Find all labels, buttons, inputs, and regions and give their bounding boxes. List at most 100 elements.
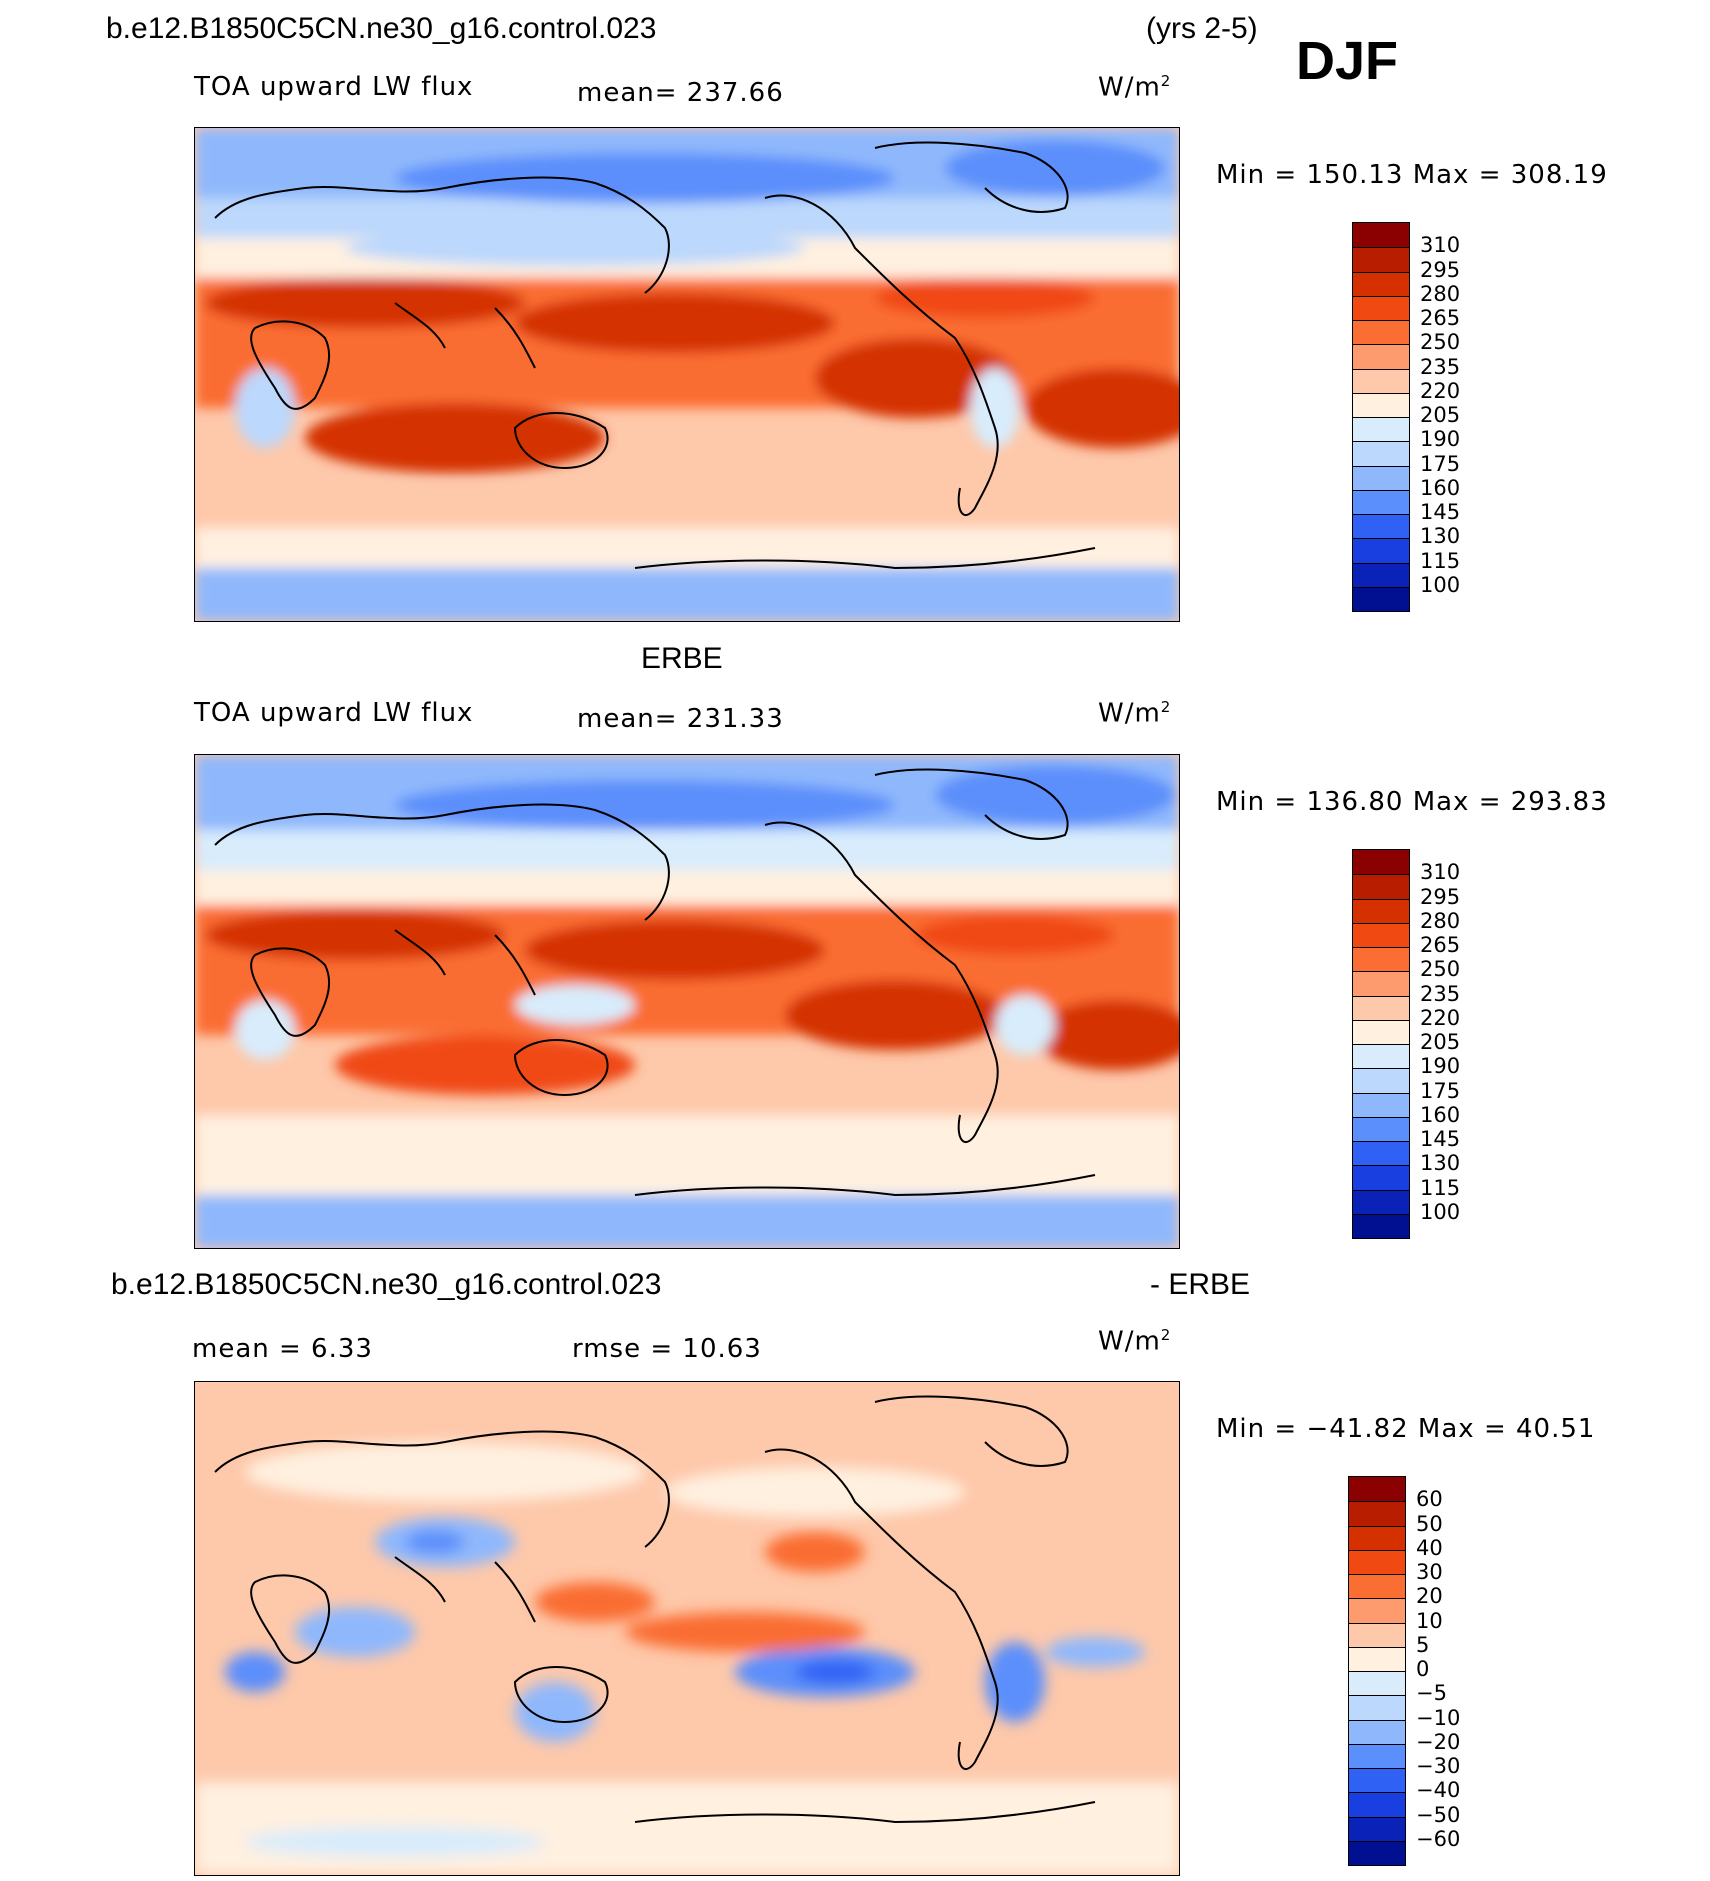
- colorbar-swatch: [1349, 1840, 1405, 1865]
- panel3-difference-map: [194, 1381, 1180, 1876]
- colorbar-swatch: [1353, 1116, 1409, 1141]
- panel3-mean: mean = 6.33: [192, 1334, 373, 1364]
- colorbar-label: −40: [1416, 1778, 1461, 1803]
- panel1-mean: mean= 237.66: [577, 78, 784, 108]
- colorbar-label: 280: [1420, 281, 1461, 306]
- colorbar-swatch: [1353, 947, 1409, 972]
- panel1-model-map: [194, 127, 1180, 622]
- years-label: (yrs 2-5): [1146, 12, 1258, 45]
- colorbar-swatch: [1353, 1189, 1409, 1214]
- panel2-units: W/m2: [1098, 698, 1172, 729]
- colorbar-swatch: [1353, 1165, 1409, 1190]
- colorbar-swatch: [1353, 922, 1409, 947]
- colorbar-label: 0: [1416, 1657, 1430, 1681]
- colorbar-label: 160: [1420, 1102, 1461, 1127]
- colorbar-swatch: [1349, 1743, 1405, 1768]
- panel3-colorbar: [1348, 1476, 1406, 1866]
- panel3-title-left: b.e12.B1850C5CN.ne30_g16.control.023: [111, 1268, 662, 1301]
- colorbar-swatch: [1353, 874, 1409, 899]
- colorbar-swatch: [1353, 295, 1409, 320]
- colorbar-label: 130: [1420, 1151, 1461, 1176]
- colorbar-swatch: [1349, 1768, 1405, 1793]
- panel2-title: ERBE: [641, 642, 723, 675]
- colorbar-swatch: [1353, 538, 1409, 563]
- colorbar-label: 175: [1420, 451, 1461, 476]
- colorbar-label: 220: [1420, 1005, 1461, 1030]
- colorbar-label: −60: [1416, 1826, 1461, 1851]
- colorbar-swatch: [1353, 562, 1409, 587]
- colorbar-label: 235: [1420, 981, 1461, 1006]
- panel3-minmax: Min = −41.82 Max = 40.51: [1216, 1414, 1596, 1444]
- colorbar-label: 310: [1420, 233, 1461, 258]
- colorbar-swatch: [1353, 995, 1409, 1020]
- colorbar-label: 235: [1420, 354, 1461, 379]
- panel3-rmse: rmse = 10.63: [572, 1334, 762, 1364]
- colorbar-swatch: [1353, 271, 1409, 296]
- colorbar-swatch: [1349, 1501, 1405, 1526]
- colorbar-label: −30: [1416, 1754, 1461, 1778]
- colorbar-swatch: [1349, 1549, 1405, 1574]
- colorbar-label: 50: [1416, 1511, 1443, 1536]
- colorbar-swatch: [1353, 586, 1409, 611]
- colorbar-label: −5: [1416, 1681, 1447, 1706]
- colorbar-swatch: [1349, 1719, 1405, 1744]
- colorbar-swatch: [1353, 1044, 1409, 1069]
- colorbar-label: 190: [1420, 427, 1461, 452]
- colorbar-label: 20: [1416, 1584, 1443, 1609]
- colorbar-swatch: [1349, 1695, 1405, 1720]
- colorbar-label: 130: [1420, 524, 1461, 549]
- colorbar-label: 145: [1420, 500, 1461, 524]
- colorbar-swatch: [1349, 1816, 1405, 1841]
- colorbar-label: 100: [1420, 572, 1461, 597]
- colorbar-label: 175: [1420, 1078, 1461, 1103]
- colorbar-swatch: [1353, 247, 1409, 272]
- colorbar-swatch: [1349, 1525, 1405, 1550]
- colorbar-swatch: [1353, 417, 1409, 442]
- colorbar-swatch: [1353, 392, 1409, 417]
- colorbar-label: 205: [1420, 403, 1461, 427]
- colorbar-swatch: [1353, 971, 1409, 996]
- colorbar-swatch: [1349, 1598, 1405, 1623]
- colorbar-swatch: [1353, 368, 1409, 393]
- season-label: DJF: [1296, 31, 1399, 91]
- colorbar-swatch: [1353, 1141, 1409, 1166]
- colorbar-swatch: [1353, 850, 1409, 875]
- colorbar-label: 310: [1420, 860, 1461, 885]
- panel2-colorbar: [1352, 849, 1410, 1239]
- colorbar-label: 190: [1420, 1054, 1461, 1079]
- colorbar-label: 265: [1420, 933, 1461, 957]
- colorbar-label: 115: [1420, 548, 1461, 573]
- panel2-minmax: Min = 136.80 Max = 293.83: [1216, 787, 1608, 817]
- colorbar-swatch: [1349, 1574, 1405, 1599]
- colorbar-swatch: [1353, 1068, 1409, 1093]
- colorbar-swatch: [1353, 898, 1409, 923]
- colorbar-swatch: [1353, 465, 1409, 490]
- colorbar-label: 205: [1420, 1030, 1461, 1054]
- colorbar-swatch: [1349, 1646, 1405, 1671]
- colorbar-swatch: [1353, 441, 1409, 466]
- colorbar-swatch: [1349, 1671, 1405, 1696]
- colorbar-label: 295: [1420, 884, 1461, 909]
- colorbar-label: 10: [1416, 1608, 1443, 1633]
- colorbar-swatch: [1353, 320, 1409, 345]
- colorbar-swatch: [1353, 489, 1409, 514]
- colorbar-label: 30: [1416, 1560, 1443, 1584]
- colorbar-swatch: [1353, 1019, 1409, 1044]
- colorbar-label: 115: [1420, 1175, 1461, 1200]
- colorbar-label: 60: [1416, 1487, 1443, 1512]
- colorbar-swatch: [1353, 344, 1409, 369]
- panel3-title-right: - ERBE: [1150, 1268, 1251, 1301]
- panel1-minmax: Min = 150.13 Max = 308.19: [1216, 160, 1608, 190]
- colorbar-swatch: [1353, 1092, 1409, 1117]
- colorbar-label: 250: [1420, 957, 1461, 982]
- colorbar-swatch: [1353, 1213, 1409, 1238]
- colorbar-label: −20: [1416, 1729, 1461, 1754]
- colorbar-swatch: [1353, 223, 1409, 248]
- colorbar-label: −10: [1416, 1705, 1461, 1730]
- colorbar-swatch: [1349, 1792, 1405, 1817]
- colorbar-label: 265: [1420, 306, 1461, 330]
- panel2-variable: TOA upward LW flux: [194, 698, 474, 728]
- colorbar-label: 280: [1420, 908, 1461, 933]
- panel3-units: W/m2: [1098, 1326, 1172, 1357]
- colorbar-swatch: [1349, 1622, 1405, 1647]
